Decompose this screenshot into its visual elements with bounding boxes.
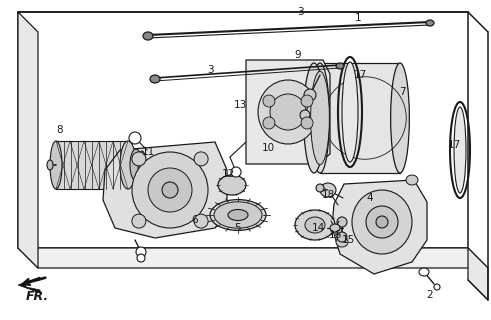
Text: 3: 3 — [207, 65, 213, 75]
Ellipse shape — [120, 141, 136, 189]
Text: 18: 18 — [322, 190, 335, 200]
Ellipse shape — [376, 216, 388, 228]
Ellipse shape — [366, 206, 398, 238]
Ellipse shape — [336, 63, 344, 69]
Ellipse shape — [162, 182, 178, 198]
Text: 5: 5 — [235, 223, 241, 233]
Ellipse shape — [303, 63, 325, 173]
Text: 1: 1 — [355, 13, 361, 23]
Text: 12: 12 — [221, 169, 235, 179]
Ellipse shape — [136, 247, 146, 257]
Ellipse shape — [305, 217, 325, 233]
Text: 17: 17 — [447, 140, 461, 150]
Ellipse shape — [336, 237, 348, 247]
Ellipse shape — [311, 63, 329, 173]
Ellipse shape — [270, 94, 306, 130]
Ellipse shape — [342, 62, 358, 162]
Polygon shape — [468, 248, 488, 300]
Text: 17: 17 — [354, 70, 367, 80]
Polygon shape — [103, 142, 227, 238]
Text: 4: 4 — [367, 193, 373, 203]
Polygon shape — [18, 277, 40, 293]
Ellipse shape — [454, 107, 466, 193]
Ellipse shape — [132, 152, 208, 228]
Ellipse shape — [132, 152, 146, 166]
Ellipse shape — [295, 210, 335, 240]
Text: 3: 3 — [297, 7, 303, 17]
Ellipse shape — [148, 168, 192, 212]
Ellipse shape — [130, 149, 142, 181]
Ellipse shape — [138, 151, 146, 179]
Ellipse shape — [194, 152, 208, 166]
Text: 9: 9 — [295, 50, 301, 60]
Ellipse shape — [214, 202, 262, 228]
Text: 11: 11 — [141, 147, 155, 157]
Text: 2: 2 — [427, 290, 434, 300]
Ellipse shape — [352, 190, 412, 254]
Ellipse shape — [337, 217, 347, 227]
Bar — [56, 141, 128, 189]
Ellipse shape — [330, 224, 340, 232]
Ellipse shape — [129, 132, 141, 144]
Ellipse shape — [301, 95, 313, 107]
Ellipse shape — [419, 268, 429, 276]
Ellipse shape — [337, 232, 347, 242]
Text: 10: 10 — [261, 143, 274, 153]
Ellipse shape — [228, 210, 248, 220]
Ellipse shape — [301, 117, 313, 129]
Ellipse shape — [263, 117, 275, 129]
Ellipse shape — [194, 214, 208, 228]
Ellipse shape — [304, 89, 316, 101]
Polygon shape — [18, 248, 488, 268]
Ellipse shape — [218, 175, 246, 195]
Ellipse shape — [132, 214, 146, 228]
Ellipse shape — [434, 284, 440, 290]
Ellipse shape — [406, 175, 418, 185]
Polygon shape — [320, 63, 400, 173]
Text: 13: 13 — [233, 100, 246, 110]
Ellipse shape — [426, 20, 434, 26]
Text: 16: 16 — [328, 230, 342, 240]
Ellipse shape — [137, 254, 145, 262]
Polygon shape — [18, 12, 468, 248]
Text: 15: 15 — [341, 235, 355, 245]
Polygon shape — [18, 12, 38, 268]
Ellipse shape — [300, 110, 310, 120]
Text: 7: 7 — [399, 87, 405, 97]
Text: 14: 14 — [311, 223, 325, 233]
Text: 8: 8 — [56, 125, 63, 135]
Ellipse shape — [231, 167, 241, 177]
Polygon shape — [332, 180, 427, 274]
Ellipse shape — [210, 200, 266, 230]
Ellipse shape — [258, 80, 318, 144]
Ellipse shape — [150, 75, 160, 83]
Ellipse shape — [316, 184, 324, 192]
Ellipse shape — [143, 32, 153, 40]
Text: FR.: FR. — [26, 290, 49, 303]
Ellipse shape — [391, 63, 409, 173]
Ellipse shape — [50, 141, 62, 189]
Ellipse shape — [263, 95, 275, 107]
Ellipse shape — [320, 183, 336, 197]
Ellipse shape — [311, 71, 329, 165]
Polygon shape — [246, 60, 330, 164]
Text: 6: 6 — [191, 215, 198, 225]
Ellipse shape — [47, 160, 53, 170]
